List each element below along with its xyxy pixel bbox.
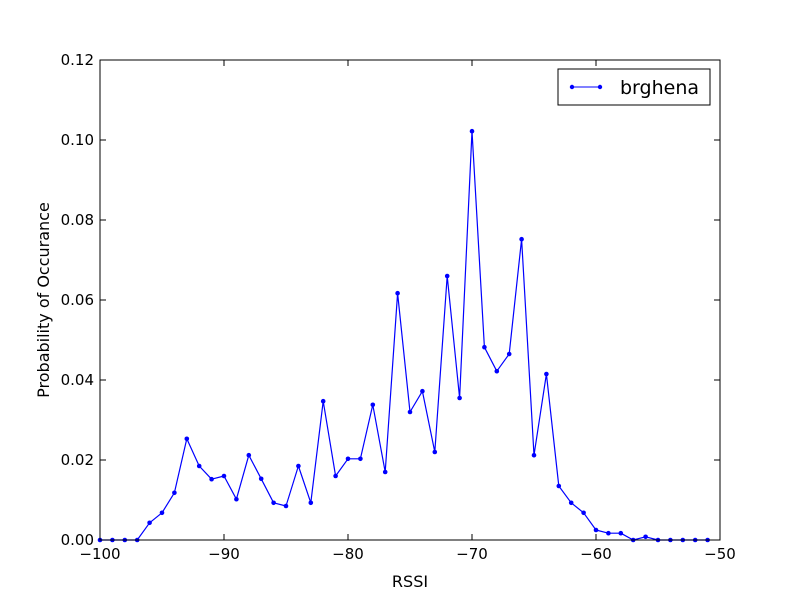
data-point: [209, 476, 214, 482]
data-point: [246, 452, 252, 458]
data-point: [544, 371, 549, 377]
data-point: [519, 236, 524, 242]
data-point: [407, 409, 413, 415]
data-point: [469, 128, 475, 134]
data-point: [283, 503, 289, 509]
x-tick-label: −50: [704, 545, 736, 563]
x-tick-label: −100: [79, 545, 120, 563]
data-point: [221, 473, 227, 479]
data-point: [494, 368, 500, 374]
y-tick-label: 0.08: [61, 211, 94, 229]
y-tick-label: 0.02: [61, 451, 94, 469]
data-point: [643, 534, 648, 540]
data-point: [296, 463, 301, 469]
y-axis-label: Probability of Occurance: [34, 202, 53, 398]
data-point: [606, 530, 611, 536]
data-point: [618, 530, 624, 536]
plot-frame: [99, 59, 721, 541]
data-point: [432, 449, 438, 455]
data-point: [320, 398, 326, 404]
x-tick-label: −80: [332, 545, 364, 563]
data-point: [308, 500, 314, 506]
x-axis-label: RSSI: [392, 572, 428, 591]
data-point: [506, 351, 512, 357]
legend: brghena: [557, 68, 711, 106]
data-point: [159, 510, 165, 516]
y-tick-label: 0.04: [61, 371, 94, 389]
data-point: [196, 463, 202, 469]
data-point: [147, 520, 152, 526]
data-point: [420, 388, 425, 394]
data-point: [358, 456, 363, 462]
legend-marker: [569, 84, 575, 90]
series-layer: [97, 128, 710, 543]
y-tick-label: 0.00: [61, 531, 94, 549]
data-point: [444, 273, 450, 279]
legend-marker: [597, 84, 603, 90]
data-point: [593, 527, 599, 533]
data-point: [457, 395, 462, 401]
y-tick-label: 0.06: [61, 291, 94, 309]
data-point: [581, 510, 586, 516]
data-point: [172, 490, 177, 496]
data-point: [482, 344, 487, 350]
data-point: [184, 436, 190, 442]
x-tick-label: −90: [208, 545, 240, 563]
data-point: [395, 290, 400, 296]
data-point: [382, 469, 388, 475]
x-tick-label: −70: [456, 545, 488, 563]
data-point: [556, 483, 562, 489]
data-point: [271, 500, 276, 506]
data-point: [568, 500, 574, 506]
data-point: [531, 452, 537, 458]
data-point: [333, 473, 338, 479]
data-point: [370, 402, 376, 408]
ticks-layer: −100 −90 −80 −70 −60 −50 0.00 0.02 0.04 0.06 0.08 0…: [61, 51, 736, 563]
y-tick-label: 0.10: [61, 131, 94, 149]
x-tick-label: −60: [580, 545, 612, 563]
y-tick-label: 0.12: [61, 51, 94, 69]
plot-area: [100, 60, 720, 540]
data-point: [258, 476, 264, 482]
data-point: [345, 456, 351, 462]
legend-label: brghena: [620, 77, 699, 99]
data-point: [234, 496, 239, 502]
